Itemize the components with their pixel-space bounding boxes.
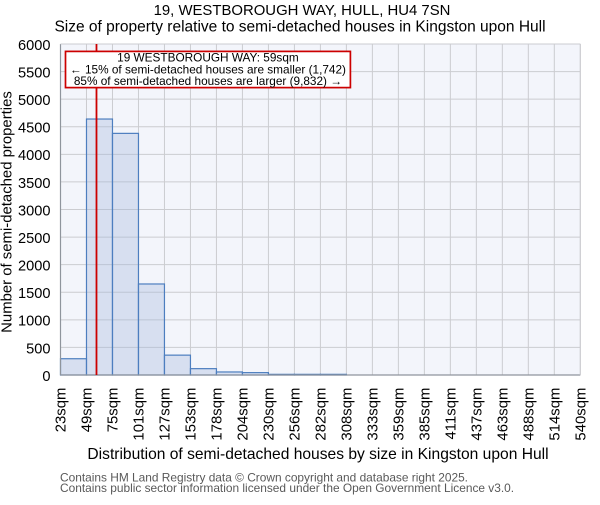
- svg-text:204sqm: 204sqm: [235, 388, 251, 441]
- svg-text:127sqm: 127sqm: [157, 388, 173, 441]
- svg-text:Contains HM Land Registry data: Contains HM Land Registry data © Crown c…: [60, 471, 468, 485]
- svg-text:3000: 3000: [18, 203, 50, 219]
- svg-text:23sqm: 23sqm: [54, 388, 70, 433]
- svg-text:359sqm: 359sqm: [391, 388, 407, 441]
- svg-text:463sqm: 463sqm: [495, 388, 511, 441]
- svg-text:49sqm: 49sqm: [79, 388, 95, 433]
- svg-text:1500: 1500: [18, 286, 50, 302]
- svg-text:282sqm: 282sqm: [313, 388, 329, 441]
- svg-text:Size of property relative to s: Size of property relative to semi-detach…: [54, 19, 545, 36]
- svg-text:385sqm: 385sqm: [417, 388, 433, 441]
- svg-text:500: 500: [26, 341, 50, 357]
- svg-text:256sqm: 256sqm: [287, 388, 303, 441]
- svg-text:19, WESTBOROUGH WAY, HULL, HU4: 19, WESTBOROUGH WAY, HULL, HU4 7SN: [154, 3, 451, 19]
- svg-text:514sqm: 514sqm: [547, 388, 563, 441]
- svg-text:1000: 1000: [18, 314, 50, 330]
- svg-text:75sqm: 75sqm: [105, 388, 121, 433]
- svg-text:6000: 6000: [18, 38, 50, 54]
- svg-text:153sqm: 153sqm: [183, 388, 199, 441]
- svg-text:2000: 2000: [18, 259, 50, 275]
- svg-text:Number of semi-detached proper: Number of semi-detached properties: [0, 91, 15, 333]
- svg-text:5500: 5500: [18, 65, 50, 81]
- svg-text:5000: 5000: [18, 93, 50, 109]
- svg-text:3500: 3500: [18, 176, 50, 192]
- svg-text:101sqm: 101sqm: [131, 388, 147, 441]
- svg-text:178sqm: 178sqm: [209, 388, 225, 441]
- svg-text:← 15% of semi-detached houses: ← 15% of semi-detached houses are smalle…: [70, 62, 346, 76]
- svg-text:0: 0: [42, 369, 50, 385]
- svg-text:2500: 2500: [18, 231, 50, 247]
- svg-text:Distribution of semi-detached: Distribution of semi-detached houses by …: [87, 446, 548, 463]
- svg-text:230sqm: 230sqm: [261, 388, 277, 441]
- svg-text:437sqm: 437sqm: [469, 388, 485, 441]
- svg-text:308sqm: 308sqm: [339, 388, 355, 441]
- svg-text:488sqm: 488sqm: [521, 388, 537, 441]
- svg-text:333sqm: 333sqm: [365, 388, 381, 441]
- svg-text:411sqm: 411sqm: [443, 388, 459, 440]
- svg-text:4500: 4500: [18, 121, 50, 137]
- svg-text:85% of semi-detached houses ar: 85% of semi-detached houses are larger (…: [74, 74, 342, 88]
- svg-text:4000: 4000: [18, 148, 50, 164]
- svg-text:Contains public sector informa: Contains public sector information licen…: [60, 481, 514, 495]
- svg-text:540sqm: 540sqm: [573, 388, 589, 441]
- svg-text:19 WESTBOROUGH WAY: 59sqm: 19 WESTBOROUGH WAY: 59sqm: [117, 51, 299, 65]
